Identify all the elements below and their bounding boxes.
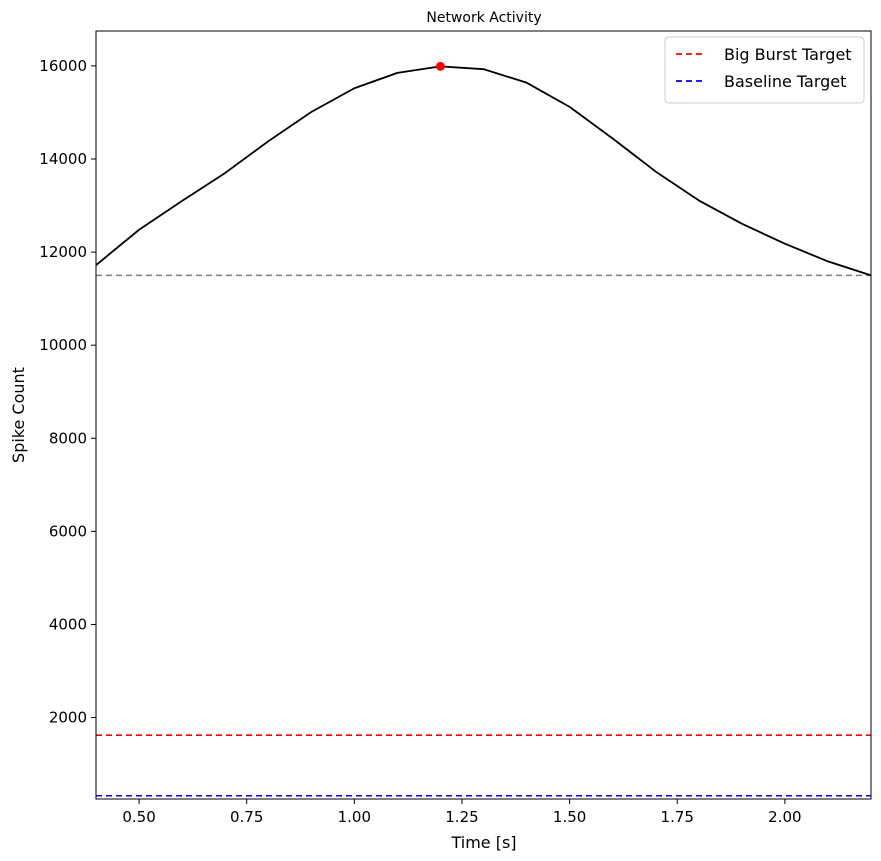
x-tick-label: 1.00 bbox=[338, 808, 371, 826]
y-tick-label: 8000 bbox=[49, 429, 87, 447]
legend: Big Burst Target Baseline Target bbox=[664, 36, 865, 104]
legend-box bbox=[664, 36, 865, 104]
x-tick-label: 1.50 bbox=[553, 808, 586, 826]
y-tick-label: 4000 bbox=[49, 615, 87, 633]
y-tick-label: 12000 bbox=[39, 243, 87, 261]
y-tick-label: 2000 bbox=[49, 709, 87, 727]
y-axis-label: Spike Count bbox=[9, 367, 28, 463]
peak-marker bbox=[435, 61, 445, 71]
legend-label-baseline-target: Baseline Target bbox=[724, 72, 846, 91]
x-tick-label: 2.00 bbox=[768, 808, 801, 826]
legend-label-big-burst-target: Big Burst Target bbox=[724, 45, 852, 64]
x-tick-label: 0.75 bbox=[230, 808, 263, 826]
plot-area: 0.50 0.75 1.00 1.25 1.50 1.75 2.00 2000 4000 6000… bbox=[39, 30, 872, 826]
x-axis-label: Time [s] bbox=[450, 833, 516, 852]
activity-line bbox=[96, 65, 871, 277]
axes-frame bbox=[95, 30, 872, 800]
x-tick-label: 1.75 bbox=[661, 808, 694, 826]
chart-title: Network Activity bbox=[426, 10, 541, 26]
x-tick-label: 0.50 bbox=[122, 808, 155, 826]
y-tick-label: 14000 bbox=[39, 150, 87, 168]
x-tick-label: 1.25 bbox=[445, 808, 478, 826]
y-tick-label: 6000 bbox=[49, 522, 87, 540]
y-tick-label: 16000 bbox=[39, 57, 87, 75]
y-tick-label: 10000 bbox=[39, 336, 87, 354]
